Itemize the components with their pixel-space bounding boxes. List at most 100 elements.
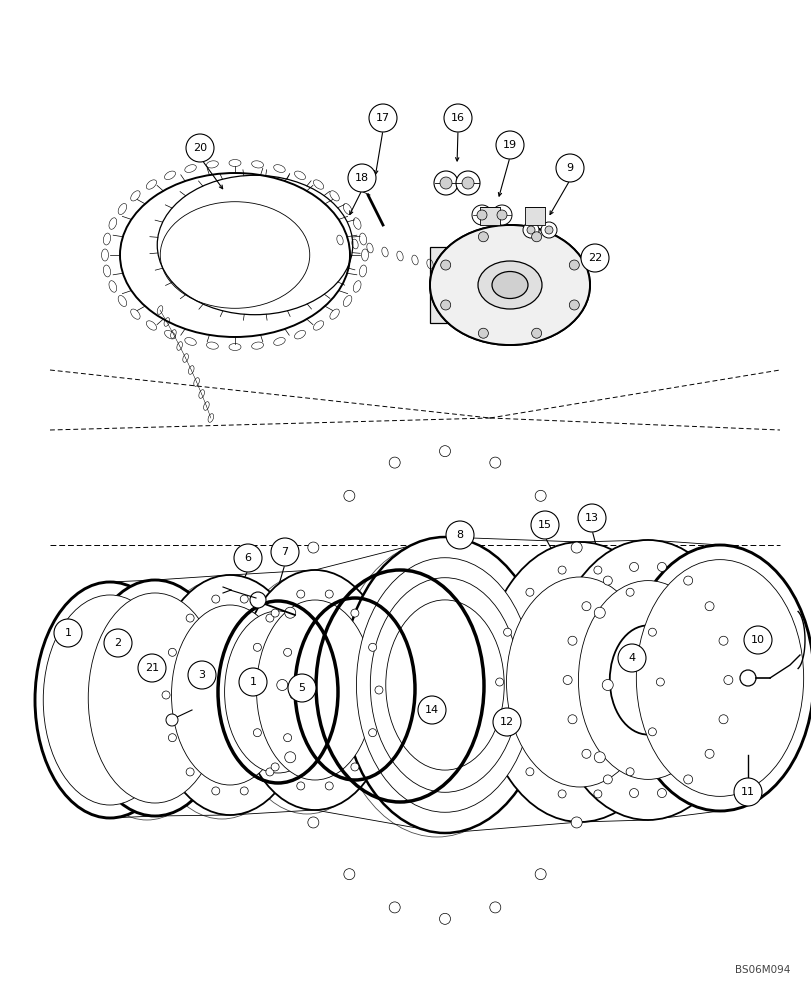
Circle shape (478, 232, 487, 242)
Circle shape (603, 576, 611, 585)
Text: 13: 13 (584, 513, 599, 523)
Circle shape (240, 595, 248, 603)
Ellipse shape (152, 575, 307, 815)
Text: 16: 16 (450, 113, 465, 123)
Bar (430, 247, 565, 323)
Circle shape (540, 222, 556, 238)
Circle shape (277, 680, 287, 690)
Circle shape (570, 817, 581, 828)
Text: BS06M094: BS06M094 (734, 965, 789, 975)
Ellipse shape (225, 611, 331, 773)
Ellipse shape (577, 581, 717, 779)
Circle shape (265, 768, 273, 776)
Ellipse shape (88, 593, 221, 803)
Text: 10: 10 (750, 635, 764, 645)
Circle shape (307, 817, 319, 828)
Circle shape (544, 226, 552, 234)
Circle shape (343, 869, 354, 880)
Circle shape (325, 782, 333, 790)
Circle shape (234, 544, 262, 572)
Circle shape (439, 913, 450, 924)
Circle shape (683, 775, 692, 784)
Ellipse shape (482, 542, 677, 822)
Circle shape (375, 686, 383, 694)
Circle shape (629, 562, 637, 571)
Circle shape (733, 778, 761, 806)
Circle shape (603, 775, 611, 784)
Circle shape (594, 607, 604, 618)
Circle shape (557, 790, 565, 798)
Circle shape (602, 680, 612, 690)
Circle shape (556, 154, 583, 182)
Circle shape (186, 134, 214, 162)
Circle shape (461, 177, 474, 189)
Circle shape (388, 902, 400, 913)
Circle shape (456, 171, 479, 195)
Text: 15: 15 (538, 520, 551, 530)
Circle shape (739, 670, 755, 686)
Circle shape (503, 728, 511, 736)
Circle shape (657, 562, 666, 571)
Ellipse shape (478, 261, 541, 309)
Circle shape (570, 542, 581, 553)
Circle shape (593, 566, 601, 574)
Circle shape (557, 566, 565, 574)
Circle shape (368, 729, 376, 737)
Text: 9: 9 (566, 163, 573, 173)
Circle shape (283, 648, 291, 656)
Circle shape (285, 607, 295, 618)
Circle shape (567, 715, 577, 724)
Circle shape (439, 446, 450, 457)
Ellipse shape (430, 225, 590, 345)
Ellipse shape (506, 577, 653, 787)
Text: 5: 5 (298, 683, 305, 693)
Circle shape (440, 260, 450, 270)
Circle shape (54, 619, 82, 647)
Circle shape (492, 708, 521, 736)
Ellipse shape (385, 600, 504, 770)
Ellipse shape (370, 578, 519, 792)
Circle shape (522, 222, 539, 238)
Circle shape (567, 636, 577, 645)
Circle shape (489, 457, 500, 468)
Circle shape (496, 210, 506, 220)
Text: 7: 7 (281, 547, 288, 557)
Circle shape (288, 674, 315, 702)
Circle shape (569, 260, 578, 270)
Circle shape (162, 691, 169, 699)
Circle shape (165, 714, 178, 726)
Circle shape (445, 521, 474, 549)
Bar (525, 207, 544, 225)
Circle shape (271, 609, 279, 617)
Circle shape (247, 686, 255, 694)
Circle shape (531, 328, 541, 338)
Circle shape (496, 131, 523, 159)
Ellipse shape (609, 625, 685, 735)
Ellipse shape (356, 558, 533, 812)
Circle shape (296, 590, 304, 598)
Circle shape (526, 588, 534, 596)
Ellipse shape (636, 560, 803, 796)
Circle shape (476, 210, 487, 220)
Circle shape (418, 696, 445, 724)
Circle shape (534, 490, 546, 501)
Ellipse shape (217, 601, 337, 783)
Circle shape (655, 678, 663, 686)
Circle shape (625, 768, 633, 776)
Circle shape (723, 676, 732, 684)
Circle shape (168, 648, 176, 656)
Circle shape (577, 504, 605, 532)
Text: 11: 11 (740, 787, 754, 797)
Circle shape (657, 789, 666, 798)
Circle shape (563, 676, 572, 684)
Ellipse shape (171, 605, 288, 785)
Circle shape (526, 226, 534, 234)
Circle shape (253, 729, 261, 737)
Circle shape (368, 643, 376, 651)
Circle shape (629, 789, 637, 798)
Circle shape (296, 782, 304, 790)
Ellipse shape (341, 537, 547, 833)
Circle shape (718, 636, 727, 645)
Text: 22: 22 (587, 253, 602, 263)
Ellipse shape (625, 545, 811, 811)
